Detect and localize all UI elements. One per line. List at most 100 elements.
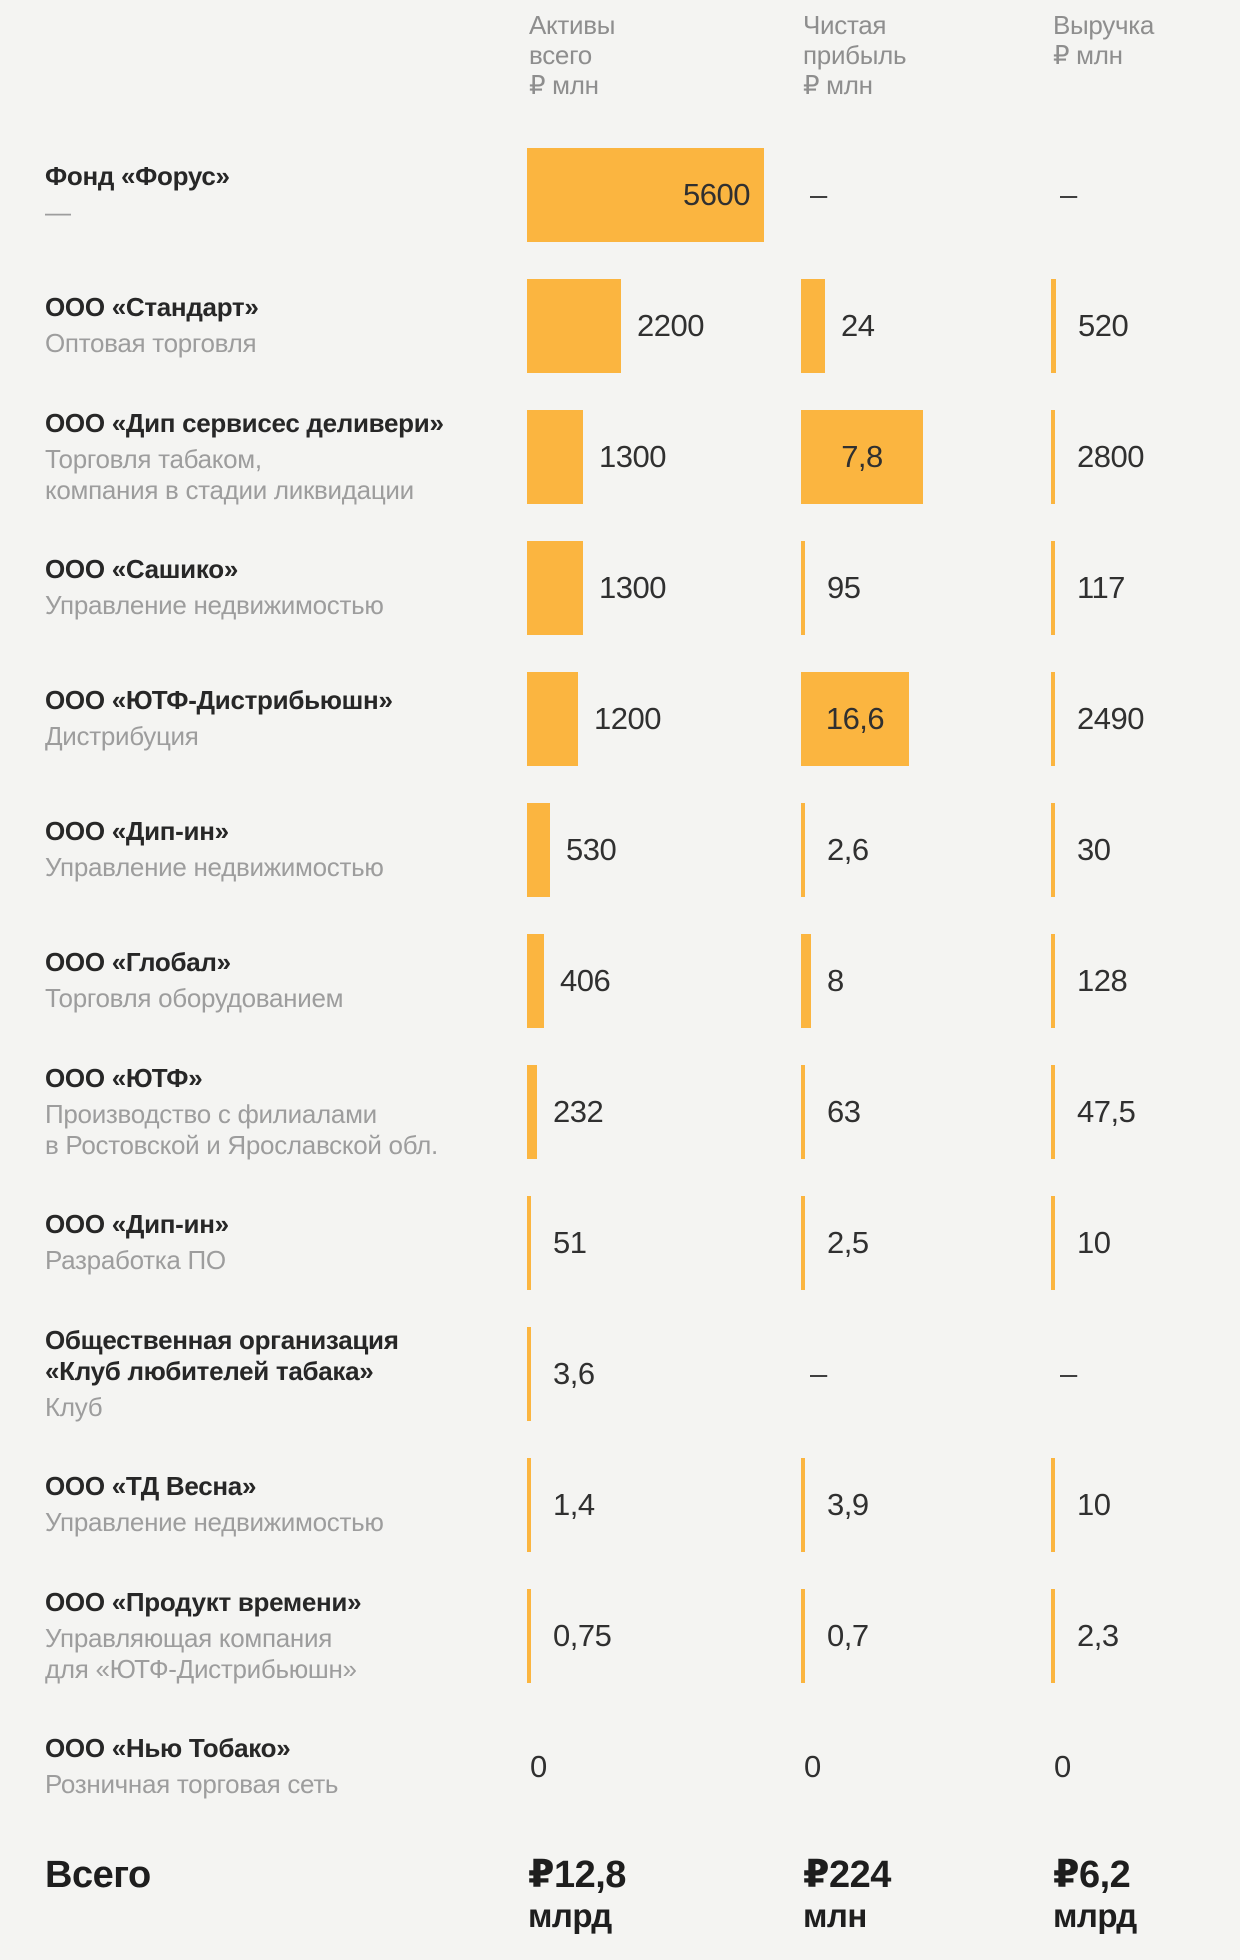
assets-cell: 1200 — [527, 653, 797, 784]
revenue-value: – — [1060, 1355, 1077, 1391]
revenue-value: 10 — [1077, 1486, 1111, 1522]
company-name: ООО «Дип сервисес деливери» — [45, 407, 444, 438]
revenue-cell: 2,3 — [1051, 1570, 1236, 1701]
profit-value: 2,5 — [827, 1224, 869, 1260]
revenue-bar — [1051, 1195, 1055, 1290]
company-description: Управление недвижимостью — [45, 852, 384, 882]
company-description: Дистрибуция — [45, 721, 199, 751]
company-name: ООО «Сашико» — [45, 554, 238, 584]
revenue-bar — [1051, 1064, 1055, 1159]
assets-bar — [527, 1326, 531, 1421]
assets-cell: 1300 — [527, 391, 797, 522]
profit-value: 24 — [841, 307, 875, 343]
total-revenue-value: ₽6,2 — [1053, 1854, 1131, 1896]
assets-bar — [527, 671, 578, 766]
company-description: Управление недвижимостью — [45, 590, 384, 620]
profit-bar — [801, 1588, 805, 1683]
profit-value: – — [810, 176, 827, 212]
assets-value: 3,6 — [553, 1355, 595, 1391]
profit-cell: 8 — [801, 915, 1047, 1046]
company-name: ООО «Нью Тобако» — [45, 1733, 291, 1763]
table-row-utf: ООО «ЮТФ» Производство с филиалами в Рос… — [0, 1046, 1240, 1177]
assets-value: 1200 — [594, 700, 661, 736]
revenue-value: 10 — [1077, 1224, 1111, 1260]
company-label: ООО «Сашико» Управление недвижимостью — [45, 522, 520, 653]
profit-cell: 0,7 — [801, 1570, 1047, 1701]
company-name: ООО «ЮТФ» — [45, 1062, 203, 1093]
company-label: ООО «Дип-ин» Управление недвижимостью — [45, 784, 520, 915]
profit-cell: 24 — [801, 260, 1047, 391]
revenue-cell: 10 — [1051, 1439, 1236, 1570]
profit-highlight-box: 16,6 — [801, 671, 909, 766]
profit-bar — [801, 540, 805, 635]
revenue-value: 47,5 — [1077, 1093, 1136, 1129]
revenue-value: 30 — [1077, 831, 1111, 867]
company-name: Общественная организация «Клуб любителей… — [45, 1324, 399, 1386]
assets-value: 0 — [530, 1748, 547, 1784]
table-row-forus: Фонд «Форус» — 5600 – – — [0, 129, 1240, 260]
revenue-bar — [1051, 278, 1056, 373]
company-description: Управление недвижимостью — [45, 1507, 384, 1537]
profit-value: 63 — [827, 1093, 861, 1129]
total-assets-unit: млрд — [528, 1897, 612, 1934]
revenue-cell: – — [1051, 129, 1236, 260]
totals-label: Всего — [45, 1854, 151, 1896]
profit-bar — [801, 802, 805, 897]
company-label: ООО «Нью Тобако» Розничная торговая сеть — [45, 1701, 520, 1832]
company-label: Фонд «Форус» — — [45, 129, 520, 260]
assets-cell: 530 — [527, 784, 797, 915]
profit-cell: 2,5 — [801, 1177, 1047, 1308]
company-label: ООО «Продукт времени» Управляющая компан… — [45, 1570, 520, 1701]
revenue-bar — [1051, 802, 1055, 897]
company-description: — — [45, 197, 71, 227]
revenue-bar — [1051, 1457, 1055, 1552]
revenue-cell: 10 — [1051, 1177, 1236, 1308]
table-row-dip-servisies: ООО «Дип сервисес деливери» Торговля таб… — [0, 391, 1240, 522]
assets-value: 0,75 — [553, 1617, 612, 1653]
assets-value: 1300 — [599, 569, 666, 605]
revenue-cell: 520 — [1051, 260, 1236, 391]
revenue-value: 520 — [1078, 307, 1129, 343]
table-row-utf-distribution: ООО «ЮТФ-Дистрибьюшн» Дистрибуция 1200 1… — [0, 653, 1240, 784]
total-assets-value: ₽12,8 — [528, 1854, 626, 1896]
profit-value: 95 — [827, 569, 861, 605]
revenue-cell: 117 — [1051, 522, 1236, 653]
company-name: Фонд «Форус» — [45, 161, 230, 191]
revenue-value: 128 — [1077, 962, 1128, 998]
revenue-cell: – — [1051, 1308, 1236, 1439]
profit-value: 16,6 — [825, 700, 885, 736]
company-description: Торговля табаком, компания в стадии ликв… — [45, 443, 414, 505]
table-row-standart: ООО «Стандарт» Оптовая торговля 2200 24 … — [0, 260, 1240, 391]
total-profit-unit: млн — [803, 1897, 867, 1934]
profit-cell: – — [801, 129, 1047, 260]
company-label: ООО «Стандарт» Оптовая торговля — [45, 260, 520, 391]
revenue-cell: 2490 — [1051, 653, 1236, 784]
revenue-bar — [1051, 409, 1055, 504]
profit-bar — [801, 1457, 805, 1552]
assets-bar — [527, 1588, 531, 1683]
company-description: Клуб — [45, 1391, 103, 1422]
assets-value: 2200 — [637, 307, 704, 343]
table-row-new-tobacco: ООО «Нью Тобако» Розничная торговая сеть… — [0, 1701, 1240, 1832]
total-assets: ₽12,8 млрд — [528, 1854, 626, 1936]
assets-cell: 5600 — [527, 129, 797, 260]
assets-bar — [527, 1457, 531, 1552]
company-description: Оптовая торговля — [45, 328, 257, 358]
company-description: Производство с филиалами в Ростовской и … — [45, 1098, 438, 1160]
profit-cell: 2,6 — [801, 784, 1047, 915]
revenue-value: 117 — [1077, 569, 1125, 605]
revenue-bar — [1051, 671, 1055, 766]
profit-value: 0,7 — [827, 1617, 869, 1653]
company-description: Управляющая компания для «ЮТФ-Дистрибьюш… — [45, 1622, 357, 1684]
table-row-global: ООО «Глобал» Торговля оборудованием 406 … — [0, 915, 1240, 1046]
profit-cell: 16,6 — [801, 653, 1047, 784]
total-revenue-unit: млрд — [1053, 1897, 1137, 1934]
revenue-cell: 0 — [1051, 1701, 1236, 1832]
profit-cell: – — [801, 1308, 1047, 1439]
assets-bar — [527, 802, 550, 897]
company-description: Розничная торговая сеть — [45, 1769, 339, 1799]
assets-bar — [527, 278, 621, 373]
table-row-produkt-vremeni: ООО «Продукт времени» Управляющая компан… — [0, 1570, 1240, 1701]
assets-value: 51 — [553, 1224, 587, 1260]
company-name: ООО «ТД Весна» — [45, 1471, 257, 1501]
